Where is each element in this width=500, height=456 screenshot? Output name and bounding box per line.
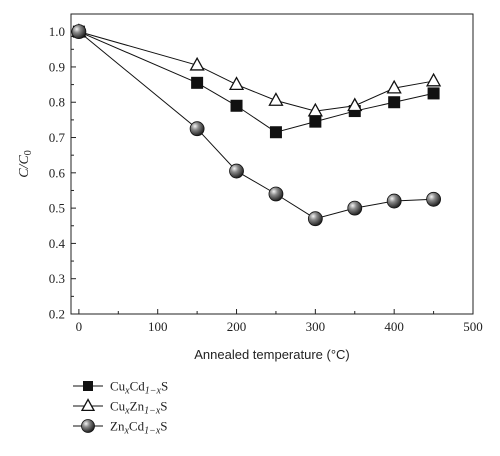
legend: CuxCd1−xS CuxZn1−xS ZnxCd1−xS bbox=[73, 379, 168, 437]
y-axis-title-main: C/C bbox=[17, 155, 32, 178]
data-point-cuxzns bbox=[228, 76, 245, 90]
x-axis-title: Annealed temperature (°C) bbox=[194, 347, 350, 362]
x-tick-label: 500 bbox=[463, 319, 483, 334]
series-line-cuxcds bbox=[78, 31, 434, 133]
y-tick-label: 0.6 bbox=[49, 165, 66, 180]
data-point-cuxcds bbox=[309, 115, 322, 128]
y-axis-title-sub: 0 bbox=[23, 150, 34, 155]
y-tick-label: 0.3 bbox=[49, 271, 65, 286]
axis-ticks: 0 100 200 300 400 500 0.2 0.3 0.4 0.5 0.6 0.7 0.8 0.9… bbox=[49, 24, 483, 334]
x-tick-label: 0 bbox=[76, 319, 83, 334]
y-tick-label: 0.2 bbox=[49, 307, 65, 322]
series-line-cuxzns bbox=[78, 31, 434, 112]
data-point-cuxcds bbox=[427, 87, 440, 100]
y-tick-label: 0.9 bbox=[49, 59, 65, 74]
data-point-cuxcds bbox=[230, 99, 243, 112]
y-tick-label: 0.7 bbox=[49, 130, 66, 145]
x-tick-label: 100 bbox=[148, 319, 168, 334]
y-axis-title: C/C0 bbox=[17, 150, 34, 178]
legend-marker bbox=[83, 381, 93, 391]
data-point-znxcds bbox=[426, 191, 441, 207]
y-tick-label: 0.4 bbox=[49, 236, 66, 251]
data-point-znxcds bbox=[307, 211, 323, 227]
legend-label: CuxCd1−xS bbox=[110, 379, 168, 397]
data-point-cuxzns bbox=[268, 92, 284, 106]
data-point-cuxzns bbox=[386, 79, 402, 94]
data-point-znxcds bbox=[229, 163, 244, 179]
data-point-znxcds bbox=[347, 200, 363, 216]
data-point-cuxcds bbox=[191, 76, 204, 89]
data-point-znxcds bbox=[268, 186, 284, 202]
legend-marker bbox=[80, 398, 96, 412]
data-point-znxcds bbox=[71, 24, 87, 40]
legend-label: ZnxCd1−xS bbox=[110, 419, 168, 437]
series-line-znxcds bbox=[78, 31, 434, 220]
data-point-cuxcds bbox=[269, 126, 282, 139]
x-tick-label: 400 bbox=[384, 319, 404, 334]
y-tick-label: 0.8 bbox=[49, 95, 65, 110]
data-point-cuxcds bbox=[388, 96, 401, 109]
legend-marker bbox=[81, 419, 95, 433]
x-tick-label: 300 bbox=[306, 319, 326, 334]
data-point-znxcds bbox=[189, 121, 205, 137]
data-point-cuxzns bbox=[189, 56, 205, 71]
data-point-cuxzns bbox=[307, 102, 323, 117]
legend-label: CuxZn1−xS bbox=[110, 399, 168, 417]
y-tick-label: 0.5 bbox=[49, 201, 65, 216]
data-point-cuxzns bbox=[425, 72, 442, 87]
data-point-cuxzns bbox=[347, 97, 363, 112]
y-tick-label: 1.0 bbox=[49, 24, 65, 39]
x-tick-label: 200 bbox=[227, 319, 247, 334]
series-layer bbox=[71, 23, 442, 227]
data-point-znxcds bbox=[386, 193, 402, 209]
plot-frame bbox=[70, 13, 474, 315]
